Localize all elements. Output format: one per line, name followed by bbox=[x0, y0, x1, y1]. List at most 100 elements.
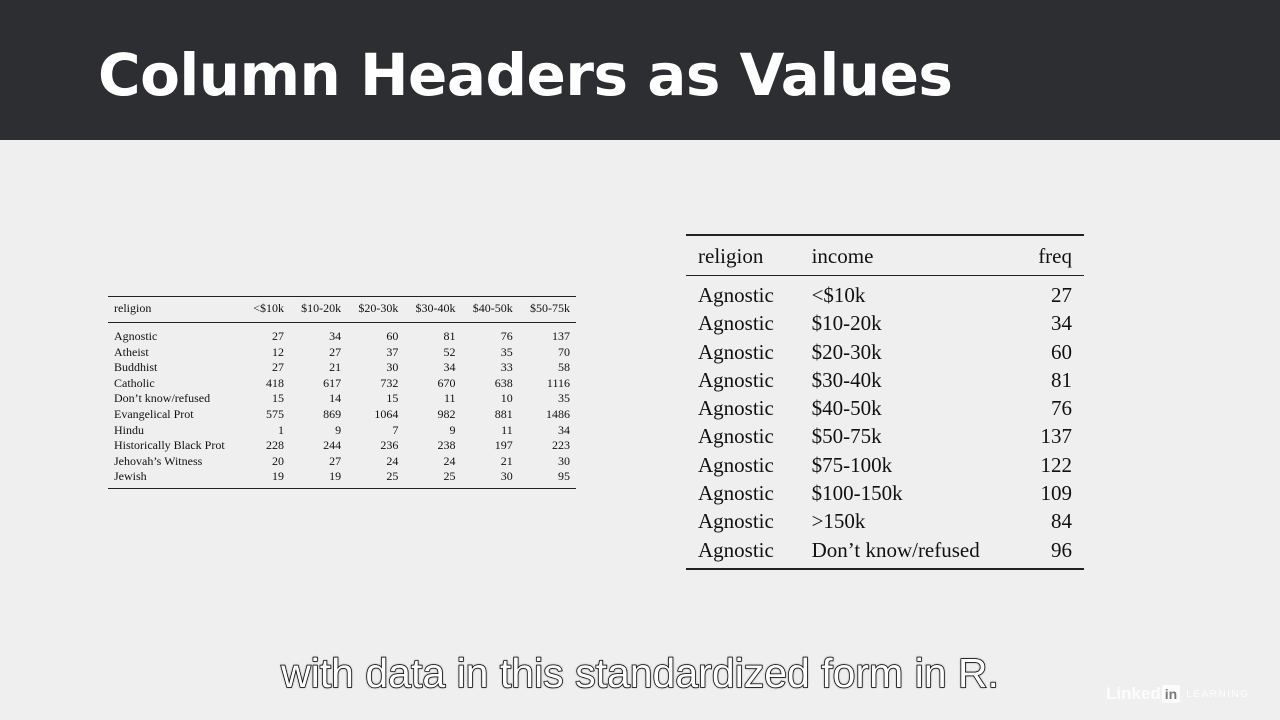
value-cell: 25 bbox=[443, 469, 456, 484]
table-row: Agnostic >150k 84 bbox=[686, 507, 1084, 535]
value-cell: 30 bbox=[558, 453, 570, 468]
value-cell: $75-100k bbox=[811, 452, 893, 477]
religion-cell: Agnostic bbox=[698, 311, 774, 336]
value-cell: $10-20k bbox=[811, 311, 882, 336]
value-cell: 670 bbox=[437, 375, 456, 390]
value-cell: 21 bbox=[329, 360, 342, 375]
value-cell: 34 bbox=[558, 422, 570, 437]
value-cell: 638 bbox=[494, 375, 513, 390]
religion-cell: Agnostic bbox=[698, 367, 774, 392]
religion-cell: Agnostic bbox=[114, 329, 158, 343]
table-row: Agnostic $20-30k 60 bbox=[686, 338, 1084, 366]
value-cell: $40-50k bbox=[811, 396, 882, 421]
brand-learning-text: LEARNING bbox=[1186, 688, 1250, 700]
table-row: Agnostic $75-100k 122 bbox=[686, 451, 1084, 479]
value-cell: 60 bbox=[1051, 339, 1072, 364]
value-cell: 1486 bbox=[546, 406, 570, 421]
value-cell: 1116 bbox=[546, 375, 570, 390]
value-cell: 197 bbox=[494, 438, 513, 453]
value-cell: 25 bbox=[386, 469, 399, 484]
value-cell: 19 bbox=[329, 469, 342, 484]
linkedin-learning-logo: Linked in LEARNING bbox=[1106, 684, 1249, 704]
tidy-format-table: religion income freq Agnostic <$10k 27 Agno… bbox=[686, 234, 1084, 570]
table-row: Buddhist 27 21 30 34 33 58 bbox=[108, 360, 576, 376]
religion-cell: Agnostic bbox=[698, 424, 774, 449]
value-cell: 881 bbox=[494, 406, 513, 421]
wide-header-cell: $10-20k bbox=[289, 296, 348, 323]
value-cell: 35 bbox=[500, 344, 513, 359]
value-cell: 12 bbox=[271, 344, 284, 359]
value-cell: 76 bbox=[500, 329, 513, 343]
value-cell: >150k bbox=[811, 509, 866, 534]
religion-cell: Agnostic bbox=[698, 509, 774, 534]
value-cell: 575 bbox=[265, 406, 284, 421]
value-cell: 34 bbox=[1051, 311, 1072, 336]
table-row: Hindu 1 9 7 9 11 34 bbox=[108, 423, 576, 439]
value-cell: 81 bbox=[1051, 367, 1072, 392]
value-cell: 21 bbox=[500, 453, 513, 468]
slide-title: Column Headers as Values bbox=[98, 41, 953, 109]
value-cell: 33 bbox=[500, 360, 513, 375]
value-cell: $20-30k bbox=[811, 339, 882, 364]
wide-format-table: religion <$10k $10-20k $20-30k $30-40k $… bbox=[108, 296, 576, 489]
value-cell: 60 bbox=[386, 329, 399, 343]
table-row: Agnostic $100-150k 109 bbox=[686, 479, 1084, 507]
table-row: Don’t know/refused 15 14 15 11 10 35 bbox=[108, 391, 576, 407]
value-cell: 137 bbox=[552, 329, 570, 343]
value-cell: 11 bbox=[443, 391, 456, 406]
value-cell: 238 bbox=[437, 438, 456, 453]
brand-linked-text: Linked bbox=[1106, 684, 1161, 703]
value-cell: $50-75k bbox=[811, 424, 882, 449]
value-cell: 37 bbox=[386, 344, 399, 359]
value-cell: 27 bbox=[329, 453, 342, 468]
value-cell: 58 bbox=[558, 360, 570, 375]
wide-table-body: Agnostic 27 34 60 81 76 137 Atheist 12 27 37 52 35 70… bbox=[108, 323, 576, 489]
wide-table-header-row: religion <$10k $10-20k $20-30k $30-40k $… bbox=[108, 296, 576, 323]
value-cell: 223 bbox=[552, 438, 570, 453]
religion-cell: Agnostic bbox=[698, 481, 774, 506]
value-cell: 137 bbox=[1040, 424, 1073, 449]
religion-cell: Jehovah’s Witness bbox=[114, 453, 203, 468]
value-cell: 10 bbox=[500, 391, 513, 406]
table-row: Jewish 19 19 25 25 30 95 bbox=[108, 469, 576, 488]
tidy-header-cell: religion bbox=[686, 235, 800, 276]
religion-cell: Agnostic bbox=[698, 339, 774, 364]
table-row: Evangelical Prot 575 869 1064 982 881 1486 bbox=[108, 407, 576, 423]
value-cell: 418 bbox=[265, 375, 284, 390]
value-cell: Don’t know/refused bbox=[811, 537, 980, 562]
value-cell: $30-40k bbox=[811, 367, 882, 392]
value-cell: 84 bbox=[1051, 509, 1072, 534]
value-cell: 96 bbox=[1051, 537, 1072, 562]
religion-cell: Jewish bbox=[114, 469, 147, 484]
table-row: Atheist 12 27 37 52 35 70 bbox=[108, 345, 576, 361]
religion-cell: Agnostic bbox=[698, 452, 774, 477]
value-cell: 34 bbox=[443, 360, 456, 375]
value-cell: 70 bbox=[558, 344, 570, 359]
value-cell: 9 bbox=[335, 422, 342, 437]
brand-in-box: in bbox=[1161, 685, 1181, 703]
tidy-table-header-row: religion income freq bbox=[686, 235, 1084, 276]
value-cell: 1064 bbox=[374, 406, 399, 421]
table-row: Agnostic $50-75k 137 bbox=[686, 422, 1084, 450]
value-cell: $100-150k bbox=[811, 481, 903, 506]
value-cell: 109 bbox=[1040, 481, 1073, 506]
tidy-header-cell: income bbox=[799, 235, 1019, 276]
value-cell: 27 bbox=[271, 360, 284, 375]
religion-cell: Atheist bbox=[114, 344, 149, 359]
religion-cell: Don’t know/refused bbox=[114, 391, 211, 406]
value-cell: 122 bbox=[1040, 452, 1073, 477]
table-row: Agnostic <$10k 27 bbox=[686, 276, 1084, 310]
value-cell: 19 bbox=[271, 469, 284, 484]
table-row: Agnostic $10-20k 34 bbox=[686, 309, 1084, 337]
value-cell: 1 bbox=[277, 422, 284, 437]
value-cell: 236 bbox=[380, 438, 399, 453]
value-cell: 24 bbox=[443, 453, 456, 468]
value-cell: 617 bbox=[323, 375, 342, 390]
wide-header-cell: $20-30k bbox=[347, 296, 405, 323]
religion-cell: Hindu bbox=[114, 422, 144, 437]
value-cell: 27 bbox=[1051, 283, 1072, 307]
value-cell: 34 bbox=[329, 329, 342, 343]
tidy-table-body: Agnostic <$10k 27 Agnostic $10-20k 34 Agnostic… bbox=[686, 276, 1084, 569]
value-cell: <$10k bbox=[811, 283, 866, 307]
value-cell: 27 bbox=[329, 344, 342, 359]
